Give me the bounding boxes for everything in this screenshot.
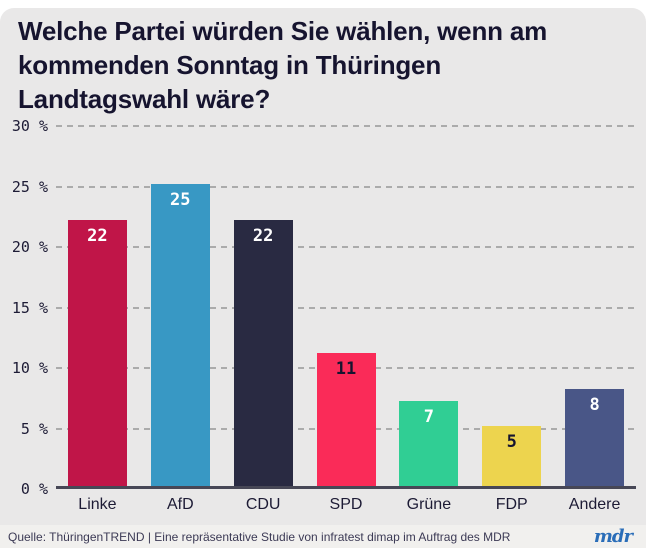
bar-value-label-spd: 11 <box>335 358 357 379</box>
footer-bar: Quelle: ThüringenTREND | Eine repräsenta… <box>0 525 646 548</box>
bar-value-label-andere: 8 <box>589 395 600 416</box>
y-axis-labels: 30 % 25 % 20 % 15 % 10 % 5 % 0 % <box>0 117 50 498</box>
x-axis-labels: Linke AfD CDU SPD Grüne FDP Andere <box>56 496 636 514</box>
bar-slot-cdu: 22 <box>222 126 305 486</box>
gridline-15 <box>56 306 636 309</box>
bar-fdp: 5 <box>482 425 542 486</box>
bar-slot-afd: 25 <box>139 126 222 486</box>
bar-spd: 11 <box>316 352 376 486</box>
x-tick-label-grüne: Grüne <box>406 496 452 513</box>
page-title: Welche Partei würden Sie wählen, wenn am… <box>18 14 634 116</box>
y-tick-label-10: 10 % <box>11 359 48 377</box>
bar-slot-grüne: 7 <box>387 126 470 486</box>
page-title-line: kommenden Sonntag in Thüringen <box>18 50 442 80</box>
gridline-25 <box>56 185 636 188</box>
bar-slot-andere: 8 <box>553 126 636 486</box>
gridline-30 <box>56 125 636 127</box>
y-tick-label-0: 0 % <box>20 480 48 498</box>
bar-value-label-linke: 22 <box>87 225 108 246</box>
bar-value-label-cdu: 22 <box>252 225 274 246</box>
x-tick-label-afd: AfD <box>166 496 194 513</box>
bar-slot-fdp: 5 <box>470 126 553 486</box>
x-tick-label-linke: Linke <box>78 496 117 513</box>
x-tick-label-spd: SPD <box>329 496 363 513</box>
bar-cdu: 22 <box>233 219 293 486</box>
bar-value-label-afd: 25 <box>170 189 191 210</box>
mdr-logo: mdr <box>593 525 633 547</box>
bar-slot-linke: 22 <box>56 126 139 486</box>
x-tick-label-fdp: FDP <box>495 496 528 513</box>
y-tick-label-25: 25 % <box>11 177 48 196</box>
source-credit: Quelle: ThüringenTREND | Eine repräsenta… <box>8 529 511 544</box>
bar-value-label-grüne: 7 <box>423 407 434 428</box>
y-tick-label-30: 30 % <box>11 117 48 135</box>
bar-andere: 8 <box>565 389 625 486</box>
bar-linke: 22 <box>67 219 127 486</box>
bar-value-label-fdp: 5 <box>506 431 517 452</box>
poll-chart-card: Welche Partei würden Sie wählen, wenn am… <box>0 8 646 548</box>
gridline-20 <box>56 246 636 248</box>
x-tick-label-cdu: CDU <box>245 496 281 513</box>
bar-afd: 25 <box>150 183 210 486</box>
x-tick-label-andere: Andere <box>568 496 621 513</box>
page-title-line: Landtagswahl wäre? <box>18 84 271 114</box>
plot-area: 22 25 22 11 7 5 8 <box>56 125 636 489</box>
bar-slot-spd: 11 <box>305 126 388 486</box>
y-tick-label-5: 5 % <box>20 419 48 438</box>
page-title-line: Welche Partei würden Sie wählen, wenn am <box>18 16 548 46</box>
y-tick-label-15: 15 % <box>11 298 48 317</box>
y-tick-label-20: 20 % <box>11 238 48 256</box>
bar-grüne: 7 <box>399 401 459 486</box>
